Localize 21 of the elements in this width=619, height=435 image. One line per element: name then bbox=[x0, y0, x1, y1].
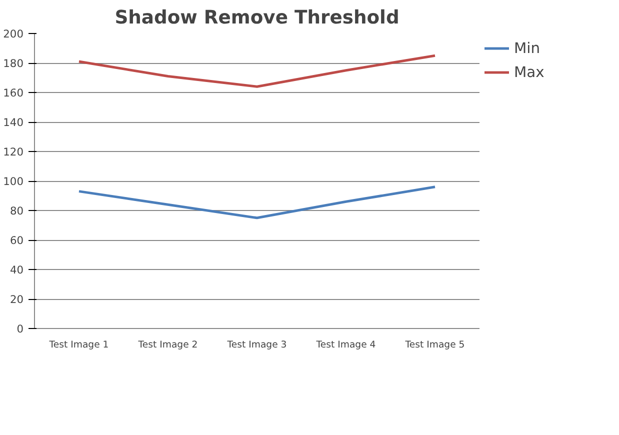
legend-label: Min bbox=[514, 40, 540, 56]
y-tick-label: 180 bbox=[3, 57, 24, 70]
y-tick-label: 20 bbox=[10, 293, 24, 306]
x-tick-label: Test Image 2 bbox=[137, 340, 198, 350]
y-tick-label: 120 bbox=[3, 146, 24, 158]
line-series bbox=[78, 54, 436, 88]
y-tick-label: 60 bbox=[10, 234, 24, 247]
y-tick-label: 40 bbox=[10, 264, 24, 276]
x-tick-label: Test Image 1 bbox=[48, 340, 109, 350]
y-tick-label: 80 bbox=[10, 204, 24, 218]
chart-title: Shadow Remove Threshold bbox=[114, 8, 400, 28]
line-series bbox=[78, 186, 436, 220]
y-tick-label: 140 bbox=[3, 116, 24, 129]
y-tick-label: 0 bbox=[16, 322, 24, 336]
y-tick-label: 100 bbox=[3, 175, 24, 188]
x-tick-label: Test Image 5 bbox=[404, 340, 465, 350]
legend-label: Max bbox=[514, 64, 544, 80]
x-tick-label: Test Image 3 bbox=[226, 340, 287, 350]
x-tick-label: Test Image 4 bbox=[315, 340, 376, 350]
y-tick-label: 200 bbox=[3, 28, 24, 40]
y-tick-label: 160 bbox=[3, 86, 24, 100]
